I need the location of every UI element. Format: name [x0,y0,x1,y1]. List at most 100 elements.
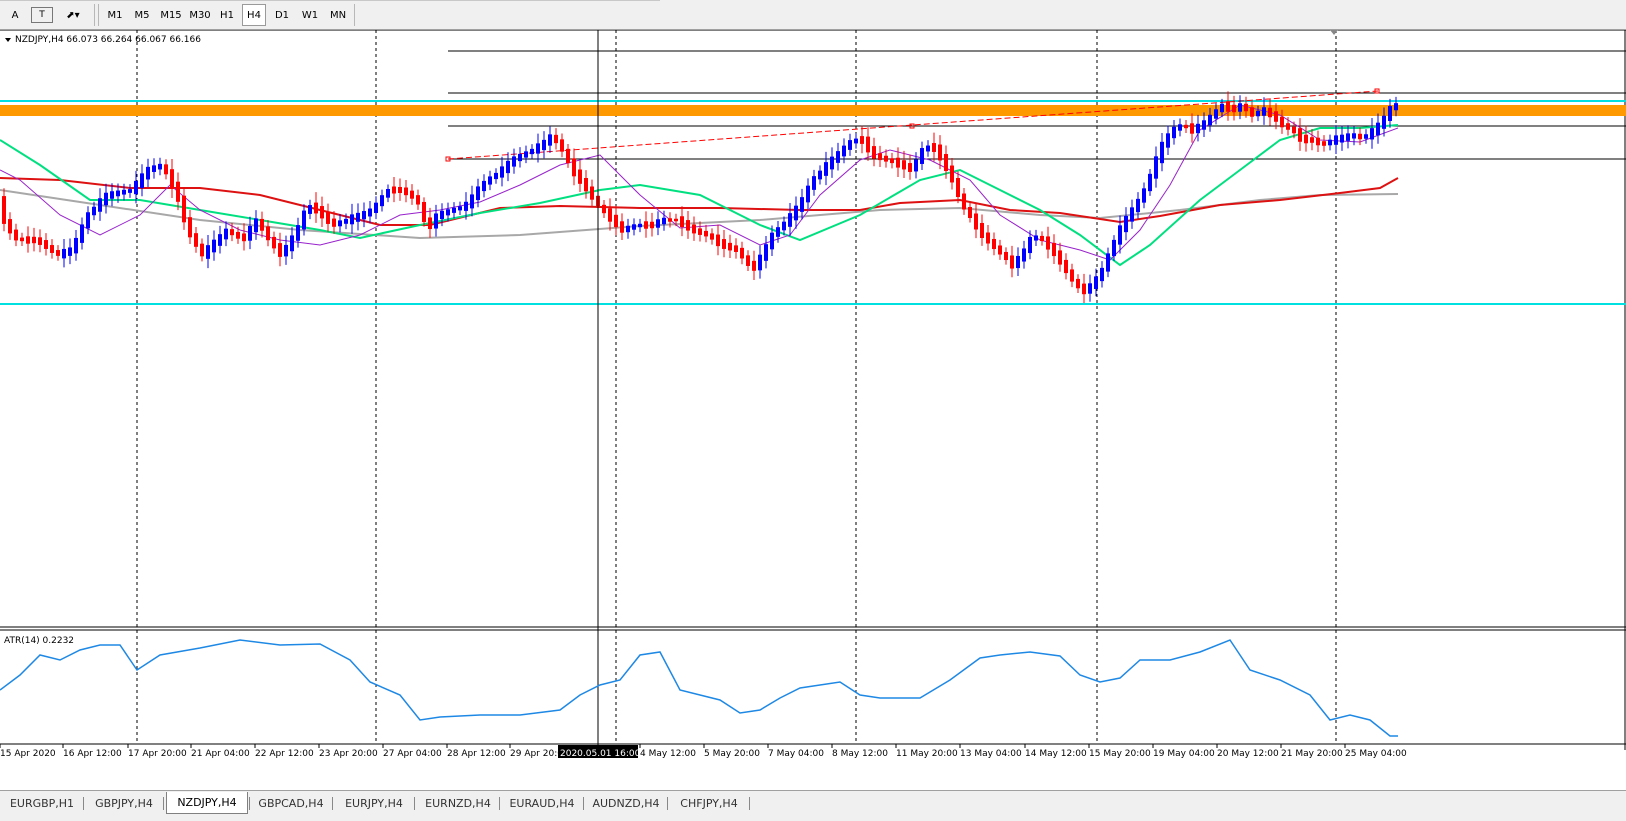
candle-bull [812,176,816,190]
candle-bull [506,160,510,174]
tab-eurgbp-h1[interactable]: EURGBP,H1 [9,796,75,810]
tab-separator [414,797,415,810]
trendline[interactable] [447,90,1379,160]
candle-bull [770,232,774,250]
trendline-handle[interactable] [1374,88,1380,94]
tab-gbpjpy-h4[interactable]: GBPJPY,H4 [95,796,153,810]
candle-bear [1052,242,1056,257]
candle-bull [290,235,294,252]
candle-bull [302,210,306,230]
chart-shift-marker-icon[interactable] [1330,30,1338,35]
tab-eurjpy-h4[interactable]: EURJPY,H4 [345,796,403,810]
candle-bull [1376,122,1380,136]
ma-slow-line[interactable] [0,177,1399,226]
timeframe-m5[interactable]: M5 [134,9,150,21]
tab-audnzd-h4[interactable]: AUDNZD,H4 [592,796,660,810]
candle-bull [158,163,162,170]
timeframe-mn[interactable]: MN [329,9,347,21]
candle-bull [1028,236,1032,254]
time-axis-label: 16 Apr 12:00 [63,749,122,759]
candle-bull [146,166,150,180]
timeframe-m30[interactable]: M30 [189,9,211,21]
tab-nzdjpy-h4[interactable]: NZDJPY,H4 [166,792,248,814]
ma-mid-line[interactable] [0,124,1399,267]
chart-tabs: EURGBP,H1 GBPJPY,H4 NZDJPY,H4 GBPCAD,H4 EURJ… [0,790,1626,821]
candle-bull [98,198,102,212]
timeframe-m15[interactable]: M15 [160,9,182,21]
timeframe-m1[interactable]: M1 [107,9,123,21]
candle-bull [152,165,156,172]
candle-bull [788,213,792,227]
text-tool-icon[interactable]: A [11,9,19,21]
candle-bull [1100,267,1104,282]
candle-bull [848,140,852,150]
candle-bull [764,244,768,261]
candle-bear [560,139,564,152]
candle-bear [686,220,690,231]
price-chart[interactable]: NZDJPY,H4 66.073 66.264 66.067 66.166 AT… [0,30,1626,790]
candle-bull [1136,198,1140,213]
candle-bear [998,245,1002,255]
ma-fast-line[interactable] [0,104,1399,261]
trendline-handle[interactable] [909,123,915,129]
candle-bull [494,172,498,180]
candle-bear [230,229,234,236]
text-label-tool-icon[interactable]: T [31,7,53,23]
candle-bear [200,243,204,257]
chart-window[interactable]: NZDJPY,H4 66.073 66.264 66.067 66.166 AT… [0,30,1626,790]
candle-bull [1016,255,1020,269]
tab-separator [332,797,333,810]
candle-bear [50,245,54,253]
moving-averages [0,104,1399,267]
tab-chfjpy-h4[interactable]: CHFJPY,H4 [680,796,738,810]
atr-indicator [0,639,1398,737]
candle-bull [1088,283,1092,294]
time-axis-label: 27 Apr 04:00 [383,749,442,759]
candle-bull [1256,110,1260,117]
candle-bull [524,151,528,158]
candle-bull [1130,207,1134,222]
candle-bear [26,236,30,244]
candle-bear [1010,255,1014,269]
candle-bull [1238,103,1242,112]
trendline-handle[interactable] [445,156,451,162]
candle-bear [962,193,966,210]
candle-bull [254,218,258,233]
candle-bull [212,239,216,253]
candle-bull [1034,235,1038,241]
time-axis-label: 15 May 20:00 [1089,749,1151,759]
candle-bear [680,216,684,228]
candle-bear [266,226,270,241]
atr-line[interactable] [0,639,1398,737]
candle-bull [140,173,144,188]
tab-gbpcad-h4[interactable]: GBPCAD,H4 [258,796,324,810]
candle-bear [182,195,186,223]
candle-bull [350,214,354,225]
tab-eurnzd-h4[interactable]: EURNZD,H4 [425,796,491,810]
candle-bear [1304,134,1308,144]
candle-bull [782,221,786,231]
arrows-tool-icon[interactable]: ⬈▾ [66,9,80,21]
timeframe-h4[interactable]: H4 [242,4,266,26]
candle-bear [1040,235,1044,242]
chart-menu-arrow-icon[interactable] [5,38,11,42]
candle-bear [704,230,708,237]
candle-bear [32,236,36,244]
tab-separator [163,797,164,810]
candle-bull [386,189,390,198]
timeframe-d1[interactable]: D1 [274,9,290,21]
candle-bear [572,158,576,177]
candle-bear [1244,103,1248,112]
candle-bear [314,202,318,214]
candle-bull [800,197,804,212]
tab-euraud-h4[interactable]: EURAUD,H4 [509,796,575,810]
candle-bull [548,134,552,146]
candle-bull [542,139,546,151]
tab-separator [249,797,250,810]
timeframe-w1[interactable]: W1 [301,9,319,21]
candle-bear [644,221,648,229]
orange-zone[interactable] [0,105,1626,116]
candle-bear [950,165,954,183]
tab-separator [749,797,750,810]
timeframe-h1[interactable]: H1 [220,9,234,21]
